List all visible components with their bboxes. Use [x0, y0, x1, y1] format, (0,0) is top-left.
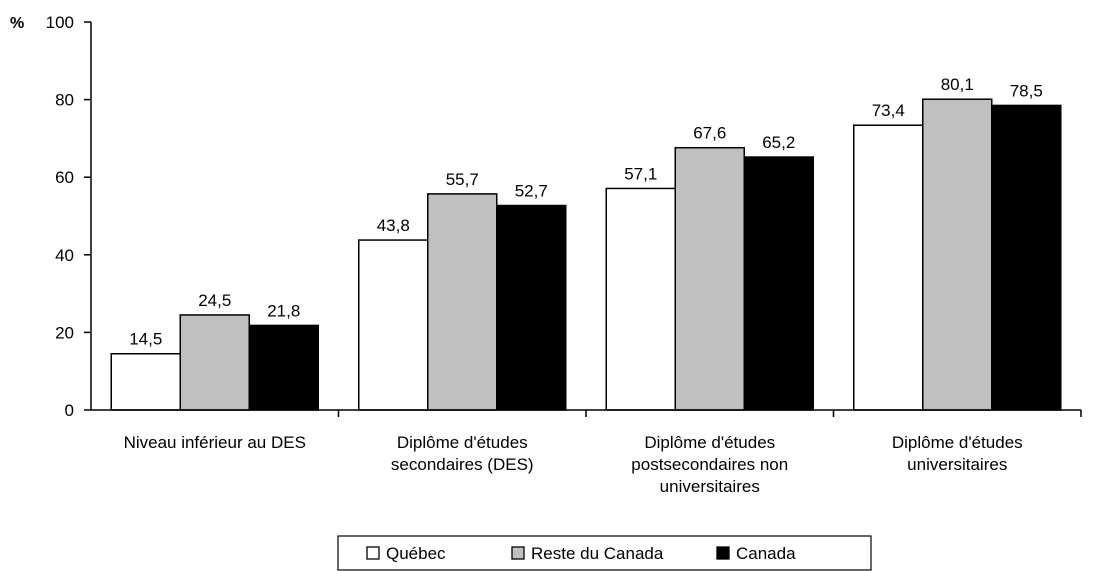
bars-layer — [110, 98, 1062, 411]
bar — [110, 352, 181, 411]
y-tick-label: 80 — [55, 91, 74, 110]
legend-label: Québec — [386, 544, 446, 563]
category-label: Niveau inférieur au DES — [124, 433, 306, 452]
bar — [922, 98, 993, 411]
y-tick-label: 60 — [55, 168, 74, 187]
y-axis-unit-label: % — [10, 15, 24, 32]
y-tick-label: 100 — [46, 13, 74, 32]
data-label: 55,7 — [446, 170, 479, 189]
bar — [179, 314, 250, 411]
bar — [248, 324, 319, 411]
data-label: 80,1 — [941, 75, 974, 94]
legend-label: Canada — [736, 544, 796, 563]
data-label: 24,5 — [198, 291, 231, 310]
data-label: 14,5 — [129, 330, 162, 349]
category-label: Diplôme d'études postsecondaires non unive… — [631, 433, 788, 496]
data-label: 21,8 — [267, 301, 300, 320]
bar — [674, 146, 745, 411]
category-label: Diplôme d'études secondaires (DES) — [391, 433, 534, 474]
category-label-line: Diplôme d'études — [397, 433, 528, 452]
category-label-line: Niveau inférieur au DES — [124, 433, 306, 452]
category-label-line: secondaires (DES) — [391, 455, 534, 474]
category-labels-layer: Niveau inférieur au DES Diplôme d'études s… — [124, 410, 1082, 496]
bar — [605, 187, 676, 411]
legend-items: Québec Reste du Canada Canada — [366, 544, 796, 563]
y-tick-label: 40 — [55, 246, 74, 265]
legend: Québec Reste du Canada Canada — [337, 535, 872, 571]
category-label-line: postsecondaires non — [631, 455, 788, 474]
category-label-line: Diplôme d'études — [644, 433, 775, 452]
data-label: 52,7 — [515, 182, 548, 201]
y-tick-label: 0 — [65, 401, 74, 420]
category-label-line: universitaires — [907, 455, 1007, 474]
data-label: 67,6 — [693, 124, 726, 143]
bar — [496, 204, 567, 411]
data-label: 57,1 — [624, 164, 657, 183]
bar — [991, 104, 1062, 411]
category-label: Diplôme d'études universitaires — [892, 433, 1023, 474]
data-label: 73,4 — [872, 101, 905, 120]
legend-box — [337, 535, 872, 571]
category-label-line: Diplôme d'études — [892, 433, 1023, 452]
data-labels-layer: 14,5 24,5 21,8 43,8 55,7 52,7 57,1 67,6 65,2 73,4… — [129, 75, 1043, 349]
legend-swatch — [511, 546, 525, 560]
bar — [427, 193, 498, 411]
legend-swatch — [716, 546, 730, 560]
y-tick-label: 20 — [55, 323, 74, 342]
y-ticks-layer: 0 20 40 60 80 100 — [46, 13, 91, 420]
bar — [358, 239, 429, 411]
legend-label: Reste du Canada — [531, 544, 664, 563]
legend-swatch — [366, 546, 380, 560]
bar — [743, 156, 814, 411]
data-label: 43,8 — [377, 216, 410, 235]
data-label: 65,2 — [762, 133, 795, 152]
category-label-line: universitaires — [660, 477, 760, 496]
data-label: 78,5 — [1010, 81, 1043, 100]
bar — [853, 124, 924, 411]
